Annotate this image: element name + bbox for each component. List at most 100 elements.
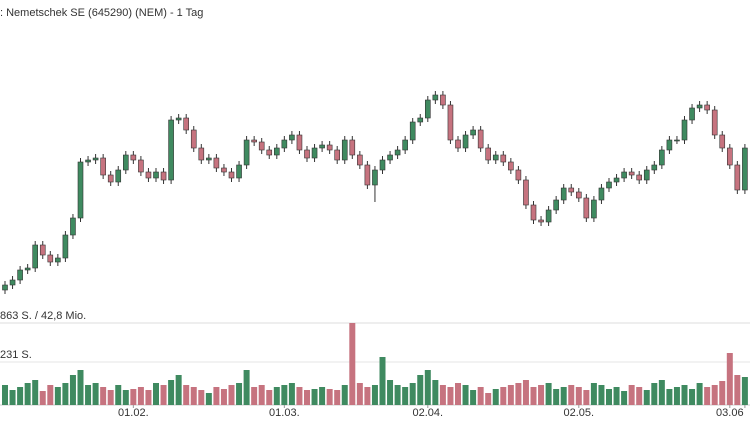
- volume-bar: [69, 375, 76, 405]
- volume-bar: [130, 389, 137, 405]
- candle-body: [251, 139, 257, 143]
- candle-body: [70, 217, 76, 236]
- candle-body: [704, 104, 710, 111]
- chart-title: : Nemetschek SE (645290) (NEM) - 1 Tag: [0, 7, 203, 19]
- candle-body: [651, 164, 658, 171]
- candle-body: [455, 139, 461, 149]
- volume-bar: [160, 385, 167, 405]
- volume-bar: [296, 387, 303, 405]
- candle-body: [621, 171, 627, 179]
- volume-bar: [417, 375, 424, 405]
- volume-bar: [228, 385, 235, 405]
- volume-bar: [326, 389, 333, 405]
- volume-bar: [183, 385, 190, 405]
- candle-body: [145, 171, 152, 179]
- volume-bar: [658, 380, 665, 405]
- volume-bar: [568, 385, 575, 405]
- volume-bar: [621, 391, 628, 405]
- candle-body: [523, 179, 529, 206]
- candle-body: [175, 117, 182, 121]
- volume-bar: [198, 390, 205, 405]
- candle-body: [470, 129, 476, 136]
- candle-body: [213, 157, 220, 169]
- volume-bar: [341, 385, 348, 405]
- volume-bar: [515, 383, 522, 405]
- volume-bar: [613, 387, 620, 405]
- candle-body: [304, 149, 310, 159]
- volume-bar: [704, 387, 711, 405]
- candle-body: [47, 254, 54, 263]
- candle-body: [206, 157, 212, 161]
- volume-bar: [364, 387, 371, 405]
- candle-body: [341, 139, 348, 161]
- candle-body: [39, 244, 46, 256]
- candle-body: [432, 94, 439, 101]
- candle-body: [183, 117, 189, 131]
- candle-body: [281, 139, 288, 149]
- volume-bar: [349, 323, 356, 405]
- candle-body: [719, 134, 726, 149]
- candle-body: [266, 149, 273, 156]
- volume-bar: [485, 393, 492, 405]
- volume-bar: [741, 377, 748, 405]
- candle-body: [659, 149, 665, 166]
- volume-bar: [9, 390, 16, 405]
- volume-bar: [356, 383, 363, 405]
- volume-bar: [455, 383, 461, 405]
- volume-bar: [439, 385, 446, 405]
- candle-body: [613, 177, 620, 183]
- candle-body: [334, 149, 341, 161]
- volume-bar: [24, 383, 31, 405]
- volume-bar: [689, 389, 696, 405]
- volume-bar: [319, 387, 326, 405]
- volume-bar: [643, 390, 650, 405]
- candle-body: [107, 174, 114, 183]
- volume-bar: [54, 387, 61, 405]
- volume-bar: [281, 385, 288, 405]
- candle-body: [221, 167, 227, 173]
- candle-body: [689, 107, 695, 121]
- candle-body: [9, 279, 16, 286]
- candle-body: [2, 284, 8, 291]
- volume-bar: [545, 383, 552, 405]
- candle-body: [55, 257, 61, 263]
- candle-body: [32, 244, 39, 269]
- x-tick-label: 03.06: [716, 407, 744, 419]
- volume-bar: [711, 385, 718, 405]
- volume-bar: [719, 381, 726, 405]
- candle-body: [734, 164, 741, 191]
- volume-bar: [145, 390, 152, 405]
- candle-body: [530, 204, 537, 221]
- candle-body: [62, 234, 69, 259]
- candle-body: [583, 197, 590, 219]
- volume-bar: [266, 390, 273, 405]
- volume-bar: [258, 385, 265, 405]
- volume-label: 231 S.: [0, 349, 32, 361]
- volume-bar: [175, 375, 182, 405]
- candle-body: [424, 99, 431, 119]
- x-tick-label: 01.02.: [118, 407, 149, 419]
- volume-bar: [168, 380, 175, 405]
- volume-bar: [334, 390, 341, 405]
- candle-body: [24, 267, 31, 271]
- volume-bar: [507, 385, 514, 405]
- volume-bar: [236, 383, 243, 405]
- candle-body: [394, 149, 401, 156]
- volume-bar: [734, 375, 741, 405]
- volume-bar: [477, 387, 484, 405]
- candle-body: [643, 169, 650, 181]
- volume-bar: [681, 385, 688, 405]
- volume-bar: [462, 385, 469, 405]
- volume-bar: [598, 385, 605, 405]
- candle-body: [402, 139, 408, 151]
- candle-body: [696, 104, 703, 109]
- candle-body: [492, 154, 499, 161]
- candle-body: [77, 161, 84, 219]
- candle-body: [477, 129, 484, 149]
- candle-body: [296, 134, 303, 151]
- volume-bar: [402, 387, 409, 405]
- candle-body: [236, 164, 242, 179]
- candle-body: [636, 174, 643, 181]
- candle-body: [168, 119, 174, 181]
- volume-bar: [470, 390, 477, 405]
